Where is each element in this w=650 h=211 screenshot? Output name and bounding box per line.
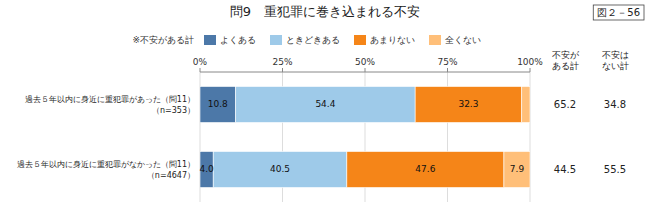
legend-swatch (429, 35, 441, 45)
column-value: 44.5 (554, 164, 576, 175)
category-labels: 過去５年以内に身近に重犯罪があった（問11）（n=353）過去５年以内に身近に重… (17, 95, 195, 180)
title: 問9 重犯罪に巻き込まれる不安 (230, 4, 420, 19)
legend-note: ※不安がある計 (132, 35, 194, 45)
tick-label: 50% (355, 57, 375, 67)
text-line: 過去５年以内に身近に重犯罪があった（問11） (25, 95, 195, 104)
text-line: 過去５年以内に身近に重犯罪がなかった（問11） (17, 160, 195, 169)
chart: 問9 重犯罪に巻き込まれる不安 図２－56 ※不安がある計 よくある ときどきある あまり… (0, 0, 650, 211)
data-label: 32.3 (458, 99, 478, 109)
text-line: 不安は (602, 49, 629, 59)
legend-entry: ときどきある (286, 35, 340, 45)
data-label: 4.0 (199, 164, 214, 174)
legend: よくある ときどきある あまりない 全くない (204, 35, 481, 46)
bar-segment (415, 87, 522, 123)
text-line: ない計 (602, 60, 629, 70)
bars (200, 87, 530, 188)
legend-entry: 全くない (445, 35, 481, 45)
tick-label: 100% (517, 57, 543, 67)
bar-segment (504, 152, 530, 188)
tick-label: 0% (193, 57, 208, 67)
grid (200, 72, 530, 202)
figure-label-box (593, 5, 644, 20)
bar-segment (522, 87, 530, 123)
data-label: 54.4 (315, 99, 335, 109)
column-value: 65.2 (554, 99, 576, 110)
tick-label: 75% (437, 57, 457, 67)
data-label: 7.9 (510, 164, 525, 174)
category-label: 過去５年以内に身近に重犯罪があった（問11） （n=353） (25, 95, 195, 115)
legend-swatch (354, 35, 366, 45)
legend-entry: あまりない (370, 35, 415, 45)
bar-segment (213, 152, 347, 188)
text-line: （n=4647） (147, 171, 195, 180)
column-header: 不安がある計 (552, 49, 580, 70)
bar-segment (200, 87, 236, 123)
bar-segment (200, 152, 213, 188)
data-label: 40.5 (270, 164, 290, 174)
data-label: 10.8 (208, 99, 228, 109)
tick-mark (447, 68, 448, 72)
legend-entry: よくある (220, 35, 256, 45)
bar-segment (347, 152, 504, 188)
bar-segment (236, 87, 416, 123)
column-value: 55.5 (604, 164, 626, 175)
legend-swatch (270, 35, 282, 45)
column-value: 34.8 (604, 99, 626, 110)
tick-mark (200, 68, 201, 72)
tick-label: 25% (272, 57, 292, 67)
tick-mark (282, 68, 283, 72)
tick-mark (365, 68, 366, 72)
column-header: 不安はない計 (602, 49, 629, 70)
figure-label: 図２－56 (597, 7, 640, 18)
data-labels: 10.8 54.4 32.3 4.0 40.5 47.6 7.9 (199, 99, 524, 174)
text-line: ある計 (552, 60, 579, 70)
legend-swatch (204, 35, 216, 45)
x-axis: 0% 25% 50% 75% 100% (193, 57, 543, 72)
summary-columns: 不安がある計 65.2 44.5 不安はない計 34.8 55.5 (552, 49, 629, 175)
text-line: 不安が (552, 49, 580, 59)
tick-mark (530, 68, 531, 72)
data-label: 47.6 (415, 164, 435, 174)
category-label: 過去５年以内に身近に重犯罪がなかった（問11） （n=4647） (17, 160, 195, 180)
text-line: （n=353） (152, 106, 195, 115)
